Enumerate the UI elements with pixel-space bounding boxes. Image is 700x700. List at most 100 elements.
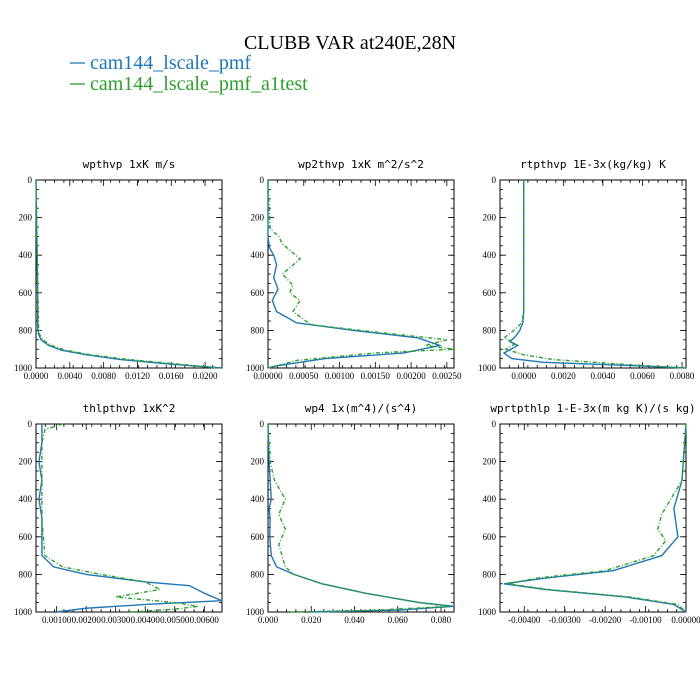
y-tick-label: 1000	[14, 363, 33, 373]
x-tick-label: 0.0040	[57, 371, 82, 381]
panel-title: thlpthvp 1xK^2	[83, 402, 176, 415]
x-tick-label: 0.00100	[42, 615, 72, 625]
y-tick-label: 1000	[246, 607, 265, 617]
x-tick-label: 0.0060	[630, 371, 655, 381]
y-tick-label: 600	[251, 532, 265, 542]
legend-label-1: cam144_lscale_pmf	[90, 52, 251, 74]
x-tick-label: 0.0000	[24, 371, 49, 381]
plot-frame	[499, 179, 687, 369]
x-tick-label: 0.00300	[101, 615, 131, 625]
panel-1: wpthvp 1xK m/s 0.0000 0.0040 0.0080 0.0120 0.…	[14, 158, 223, 381]
y-tick-label: 0	[28, 175, 33, 185]
panel-title: wpthvp 1xK m/s	[83, 158, 176, 171]
x-tick-label: 0.0020	[551, 371, 576, 381]
x-tick-label: -0.00100	[629, 615, 662, 625]
legend-label-2: cam144_lscale_pmf_a1test	[90, 73, 308, 95]
series-line-2	[502, 180, 687, 369]
series-line-1	[35, 179, 223, 369]
panel-2: wp2thvp 1xK m^2/s^2 0.00000 0.00050 0.00100…	[246, 158, 462, 381]
panels: wpthvp 1xK m/s0.0000 0.0040 0.0080 0.0120 0.…	[14, 158, 700, 625]
series-line-1	[267, 423, 455, 613]
y-tick-label: 0	[492, 175, 497, 185]
x-tick-label: 0.00200	[396, 371, 426, 381]
x-tick-label: 0.0040	[591, 371, 616, 381]
plot-frame	[35, 179, 223, 369]
y-tick-label: 200	[251, 457, 265, 467]
panel-4: thlpthvp 1xK^2 0.00100 0.00200 0.00300 0.004…	[14, 402, 223, 625]
y-tick-label: 800	[251, 569, 265, 579]
y-tick-label: 200	[19, 213, 33, 223]
y-tick-label: 1000	[246, 363, 265, 373]
y-tick-label: 200	[19, 457, 33, 467]
x-tick-label: 0.020	[301, 615, 322, 625]
x-tick-label: 0.00000	[671, 615, 700, 625]
y-tick-label: 400	[483, 494, 497, 504]
x-tick-label: -0.00200	[589, 615, 622, 625]
series-line-2	[267, 179, 455, 369]
series-line-1	[502, 180, 687, 369]
y-tick-label: 600	[19, 288, 33, 298]
x-tick-label: 0.0080	[91, 371, 116, 381]
y-tick-label: 400	[19, 494, 33, 504]
y-tick-label: 0	[260, 175, 265, 185]
panel-title: wprtpthlp 1-E-3x(m kg K)/(s kg)	[490, 402, 695, 415]
panel-title: wp2thvp 1xK m^2/s^2	[298, 158, 424, 171]
y-tick-label: 800	[19, 569, 33, 579]
x-tick-label: 0.00250	[432, 371, 462, 381]
x-tick-label: 0.0200	[193, 371, 218, 381]
series-line-2	[35, 179, 218, 369]
panel-6: wprtpthlp 1-E-3x(m kg K)/(s kg)-0.00400-…	[478, 402, 700, 625]
x-tick-label: 0.0080	[670, 371, 695, 381]
y-tick-label: 400	[251, 250, 265, 260]
series-line-1	[38, 424, 223, 613]
plot-frame	[35, 423, 223, 613]
y-tick-label: 600	[483, 532, 497, 542]
series-line-2	[507, 423, 687, 613]
series-line-1	[267, 180, 443, 369]
x-tick-label: 0.00050	[289, 371, 319, 381]
y-tick-label: 800	[483, 569, 497, 579]
y-tick-label: 200	[483, 213, 497, 223]
y-tick-label: 400	[483, 250, 497, 260]
y-tick-label: 600	[19, 532, 33, 542]
panel-title: wp4 1x(m^4)/(s^4)	[305, 402, 418, 415]
x-tick-label: 0.000	[258, 615, 279, 625]
y-tick-label: 0	[492, 419, 497, 429]
y-tick-label: 400	[19, 250, 33, 260]
y-tick-label: 600	[483, 288, 497, 298]
x-tick-label: 0.040	[344, 615, 365, 625]
y-tick-label: 800	[483, 325, 497, 335]
legend: cam144_lscale_pmf cam144_lscale_pmf_a1te…	[70, 52, 308, 95]
x-tick-label: 0.00000	[253, 371, 283, 381]
plot-frame	[267, 179, 455, 369]
x-tick-label: 0.0000	[511, 371, 536, 381]
x-tick-label: 0.00100	[325, 371, 355, 381]
y-tick-label: 400	[251, 494, 265, 504]
y-tick-label: 800	[19, 325, 33, 335]
panel-5: wp4 1x(m^4)/(s^4) 0.000 0.020 0.040 0.060 0.0…	[246, 402, 455, 625]
panel-3: rtpthvp 1E-3x(kg/kg) K 0.0000 0.0020 0.0040…	[478, 158, 695, 381]
x-tick-label: -0.00400	[508, 615, 541, 625]
x-tick-label: 0.00600	[190, 615, 220, 625]
x-tick-label: -0.00300	[549, 615, 582, 625]
plot-frame	[499, 423, 687, 613]
y-tick-label: 1000	[478, 607, 497, 617]
panel-title: rtpthvp 1E-3x(kg/kg) K	[520, 158, 666, 171]
x-tick-label: 0.0120	[125, 371, 150, 381]
y-tick-label: 1000	[14, 607, 33, 617]
plot-frame	[267, 423, 455, 613]
y-tick-label: 0	[28, 419, 33, 429]
y-tick-label: 200	[251, 213, 265, 223]
x-tick-label: 0.00200	[72, 615, 102, 625]
figure-title: CLUBB VAR at240E,28N	[244, 32, 456, 54]
x-tick-label: 0.060	[388, 615, 409, 625]
series-line-1	[503, 423, 687, 613]
y-tick-label: 800	[251, 325, 265, 335]
series-line-2	[267, 423, 450, 613]
x-tick-label: 0.00150	[361, 371, 391, 381]
y-tick-label: 200	[483, 457, 497, 467]
x-tick-label: 0.00400	[131, 615, 161, 625]
y-tick-label: 0	[260, 419, 265, 429]
x-tick-label: 0.00500	[160, 615, 190, 625]
